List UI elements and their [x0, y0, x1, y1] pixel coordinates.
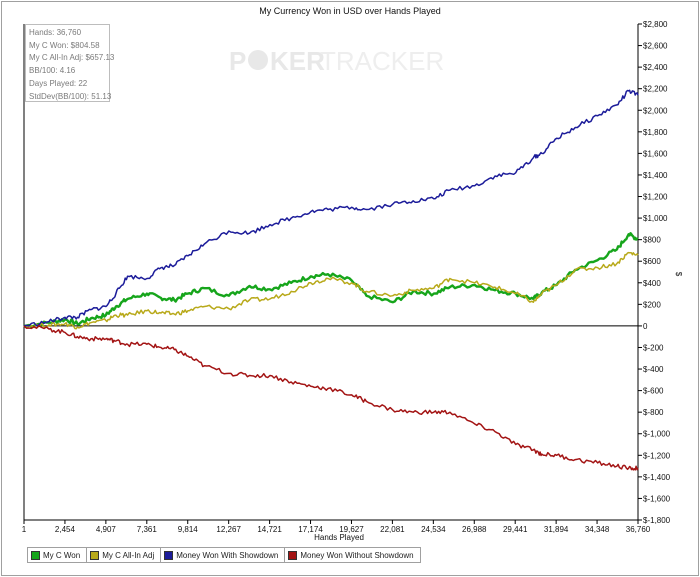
y-tick-label: 0 — [643, 322, 648, 331]
y-tick-label: $1,400 — [643, 171, 668, 180]
chart-title: My Currency Won in USD over Hands Played — [259, 6, 441, 16]
x-tick-label: 12,267 — [216, 525, 241, 534]
y-tick-label: $600 — [643, 257, 661, 266]
stat-hands: Hands: 36,760 — [29, 28, 82, 37]
y-tick-label: $400 — [643, 279, 661, 288]
y-tick-label: $2,600 — [643, 42, 668, 51]
watermark-text-right: TRACKER — [320, 46, 444, 76]
y-tick-label: $-800 — [643, 408, 664, 417]
y-tick-label: $2,000 — [643, 106, 668, 115]
legend-item: Money Won With Showdown — [161, 548, 286, 562]
y-tick-label: $-1,000 — [643, 430, 671, 439]
y-tick-label: $1,600 — [643, 149, 668, 158]
legend-item: My C All-In Adj — [87, 548, 162, 562]
x-axis-label: Hands Played — [314, 533, 364, 542]
x-tick-label: 26,988 — [462, 525, 487, 534]
y-tick-label: $1,800 — [643, 128, 668, 137]
legend-label: Money Won With Showdown — [176, 550, 279, 560]
y-tick-label: $1,200 — [643, 193, 668, 202]
series-lines — [23, 89, 639, 471]
y-tick-label: $2,200 — [643, 85, 668, 94]
watermark-text-mid: KER — [270, 46, 325, 76]
stat-my-c-won: My C Won: $804.58 — [29, 40, 100, 50]
pokertracker-watermark: P KER TRACKER — [229, 46, 444, 76]
x-tick-label: 14,721 — [257, 525, 282, 534]
x-tick-label: 29,441 — [503, 525, 528, 534]
legend-label: Money Won Without Showdown — [300, 550, 414, 560]
x-tick-labels: 1 2,454 4,907 7,361 9,814 12,267 14,721 17,174 1… — [22, 520, 651, 534]
y-tick-label: $-400 — [643, 365, 664, 374]
y-tick-label: $-1,400 — [643, 473, 671, 482]
series-line-3 — [23, 89, 639, 327]
legend-swatch — [90, 550, 100, 560]
stats-box: Hands: 36,760 My C Won: $804.58 My C All… — [25, 24, 115, 102]
y-tick-label: $2,400 — [643, 63, 668, 72]
x-tick-label: 1 — [22, 525, 27, 534]
legend-label: My C Won — [43, 550, 81, 560]
y-tick-label: $-600 — [643, 387, 664, 396]
x-tick-label: 9,814 — [178, 525, 199, 534]
x-tick-label: 36,760 — [626, 525, 651, 534]
stat-stddev: StdDev(BB/100): 51.13 — [29, 91, 112, 101]
legend: My C Won My C All-In Adj Money Won With Sh… — [27, 547, 421, 563]
y-tick-labels: $2,800 $2,600 $2,400 $2,200 $2,000 $1,800 $1,6… — [638, 20, 671, 525]
legend-swatch — [164, 550, 174, 560]
axes-group — [23, 24, 639, 521]
stat-days-played: Days Played: 22 — [29, 78, 88, 88]
poker-chip-icon — [248, 50, 268, 70]
y-tick-label: $-1,600 — [643, 494, 671, 503]
x-tick-label: 31,894 — [544, 525, 569, 534]
legend-swatch — [288, 550, 298, 560]
legend-item: Money Won Without Showdown — [285, 548, 419, 562]
x-tick-label: 17,174 — [298, 525, 323, 534]
y-tick-label: $2,800 — [643, 20, 668, 29]
legend-item: My C Won — [28, 548, 88, 562]
x-tick-label: 22,081 — [380, 525, 405, 534]
series-line-2 — [23, 251, 639, 330]
x-tick-label: 2,454 — [55, 525, 76, 534]
x-tick-label: 4,907 — [96, 525, 117, 534]
watermark-text-left: P — [229, 46, 246, 76]
y-tick-label: $800 — [643, 236, 661, 245]
x-tick-label: 24,534 — [421, 525, 446, 534]
y-tick-label: $-1,800 — [643, 516, 671, 525]
x-tick-label: 34,348 — [585, 525, 610, 534]
legend-label: My C All-In Adj — [102, 550, 155, 560]
series-line-4 — [23, 325, 639, 471]
stat-bb100: BB/100: 4.16 — [29, 66, 76, 76]
y-tick-label: $-1,200 — [643, 451, 671, 460]
y-tick-label: $-200 — [643, 343, 664, 352]
y-tick-label: $200 — [643, 300, 661, 309]
legend-swatch — [31, 550, 40, 560]
x-tick-label: 19,627 — [339, 525, 364, 534]
stat-all-in-adj: My C All-In Adj: $657.13 — [29, 53, 115, 63]
y-axis-label: $ — [674, 272, 683, 277]
x-tick-label: 7,361 — [137, 525, 158, 534]
y-tick-label: $1,000 — [643, 214, 668, 223]
